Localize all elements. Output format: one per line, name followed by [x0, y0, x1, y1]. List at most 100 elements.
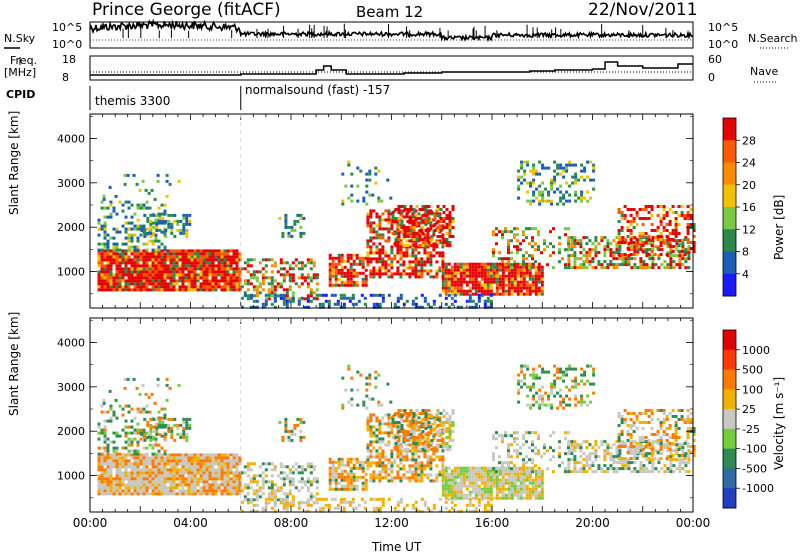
echo-cell [369, 443, 373, 447]
echo-cell [507, 280, 511, 284]
echo-cell [441, 484, 445, 488]
echo-cell [343, 484, 347, 488]
echo-cell [202, 279, 206, 283]
echo-cell [151, 221, 155, 225]
echo-cell [486, 283, 490, 287]
echo-cell [306, 285, 310, 289]
echo-cell [139, 410, 143, 414]
echo-cell [665, 211, 669, 214]
echo-cell [612, 254, 616, 258]
echo-cell [375, 428, 379, 432]
echo-cell [334, 271, 338, 275]
echo-cell [432, 212, 436, 216]
echo-cell [480, 493, 484, 497]
echo-cell [123, 386, 127, 390]
echo-cell [148, 459, 152, 463]
echo-cell [121, 224, 125, 228]
echo-cell [453, 487, 457, 491]
echo-cell [645, 266, 649, 270]
echo-cell [486, 274, 490, 278]
echo-cell [459, 289, 463, 293]
echo-cell [309, 288, 313, 292]
echo-cell [109, 212, 113, 216]
echo-cell [115, 477, 119, 481]
echo-cell [522, 239, 525, 243]
echo-cell [441, 475, 445, 479]
echo-cell [567, 239, 570, 243]
echo-cell [150, 188, 154, 192]
echo-cell [396, 242, 400, 246]
echo-cell [158, 420, 162, 424]
echo-cell [157, 288, 161, 292]
echo-cell [672, 266, 676, 270]
echo-cell [369, 416, 373, 420]
echo-cell [417, 476, 421, 480]
echo-cell [267, 258, 271, 262]
echo-cell [462, 493, 466, 497]
echo-cell [349, 280, 353, 284]
echo-cell [465, 484, 469, 488]
echo-cell [299, 216, 303, 220]
echo-cell [412, 427, 416, 430]
echo-cell [375, 230, 379, 234]
echo-cell [528, 227, 531, 231]
echo-cell [400, 214, 404, 217]
echo-cell [303, 279, 307, 283]
echo-cell [617, 250, 621, 253]
echo-cell [142, 492, 146, 496]
echo-cell [139, 224, 143, 228]
echo-cell [648, 248, 652, 252]
echo-cell [399, 254, 403, 258]
echo-cell [124, 459, 128, 463]
echo-cell [270, 276, 274, 280]
echo-cell [211, 456, 215, 460]
echo-cell [328, 268, 332, 272]
echo-cell [399, 458, 403, 462]
echo-cell [155, 213, 159, 217]
echo-cell [315, 293, 319, 297]
echo-cell [106, 288, 110, 292]
echo-cell [261, 267, 265, 271]
echo-cell [238, 276, 242, 280]
echo-cell [450, 283, 454, 287]
echo-cell [142, 270, 146, 274]
echo-cell [160, 459, 164, 463]
echo-cell [100, 258, 104, 262]
echo-cell [205, 453, 209, 457]
echo-cell [678, 254, 682, 258]
echo-cell [232, 288, 236, 292]
echo-cell [349, 268, 353, 272]
echo-cell [115, 252, 119, 256]
echo-cell [235, 477, 239, 481]
echo-cell [217, 258, 221, 262]
echo-cell [202, 255, 206, 259]
echo-cell [127, 480, 131, 484]
echo-cell [465, 292, 469, 296]
echo-cell [226, 474, 230, 478]
echo-cell [175, 474, 179, 478]
echo-cell [662, 217, 666, 220]
echo-cell [603, 248, 607, 252]
echo-cell [294, 264, 298, 268]
echo-cell [405, 452, 409, 456]
echo-cell [372, 227, 376, 231]
echo-cell [151, 474, 155, 478]
echo-cell [121, 273, 125, 277]
echo-cell [235, 255, 239, 259]
echo-cell [683, 217, 687, 220]
echo-cell [315, 288, 319, 292]
echo-cell [115, 468, 119, 472]
echo-cell [115, 264, 119, 268]
echo-cell [411, 446, 415, 450]
echo-cell [361, 487, 365, 491]
echo-cell [423, 233, 427, 237]
echo-cell [246, 474, 250, 478]
echo-cell [623, 253, 627, 256]
echo-cell [372, 440, 376, 444]
echo-cell [136, 440, 140, 444]
echo-cell [130, 477, 134, 481]
echo-cell [489, 475, 493, 479]
echo-cell [517, 169, 521, 173]
echo-cell [261, 462, 265, 466]
echo-cell [100, 282, 104, 286]
